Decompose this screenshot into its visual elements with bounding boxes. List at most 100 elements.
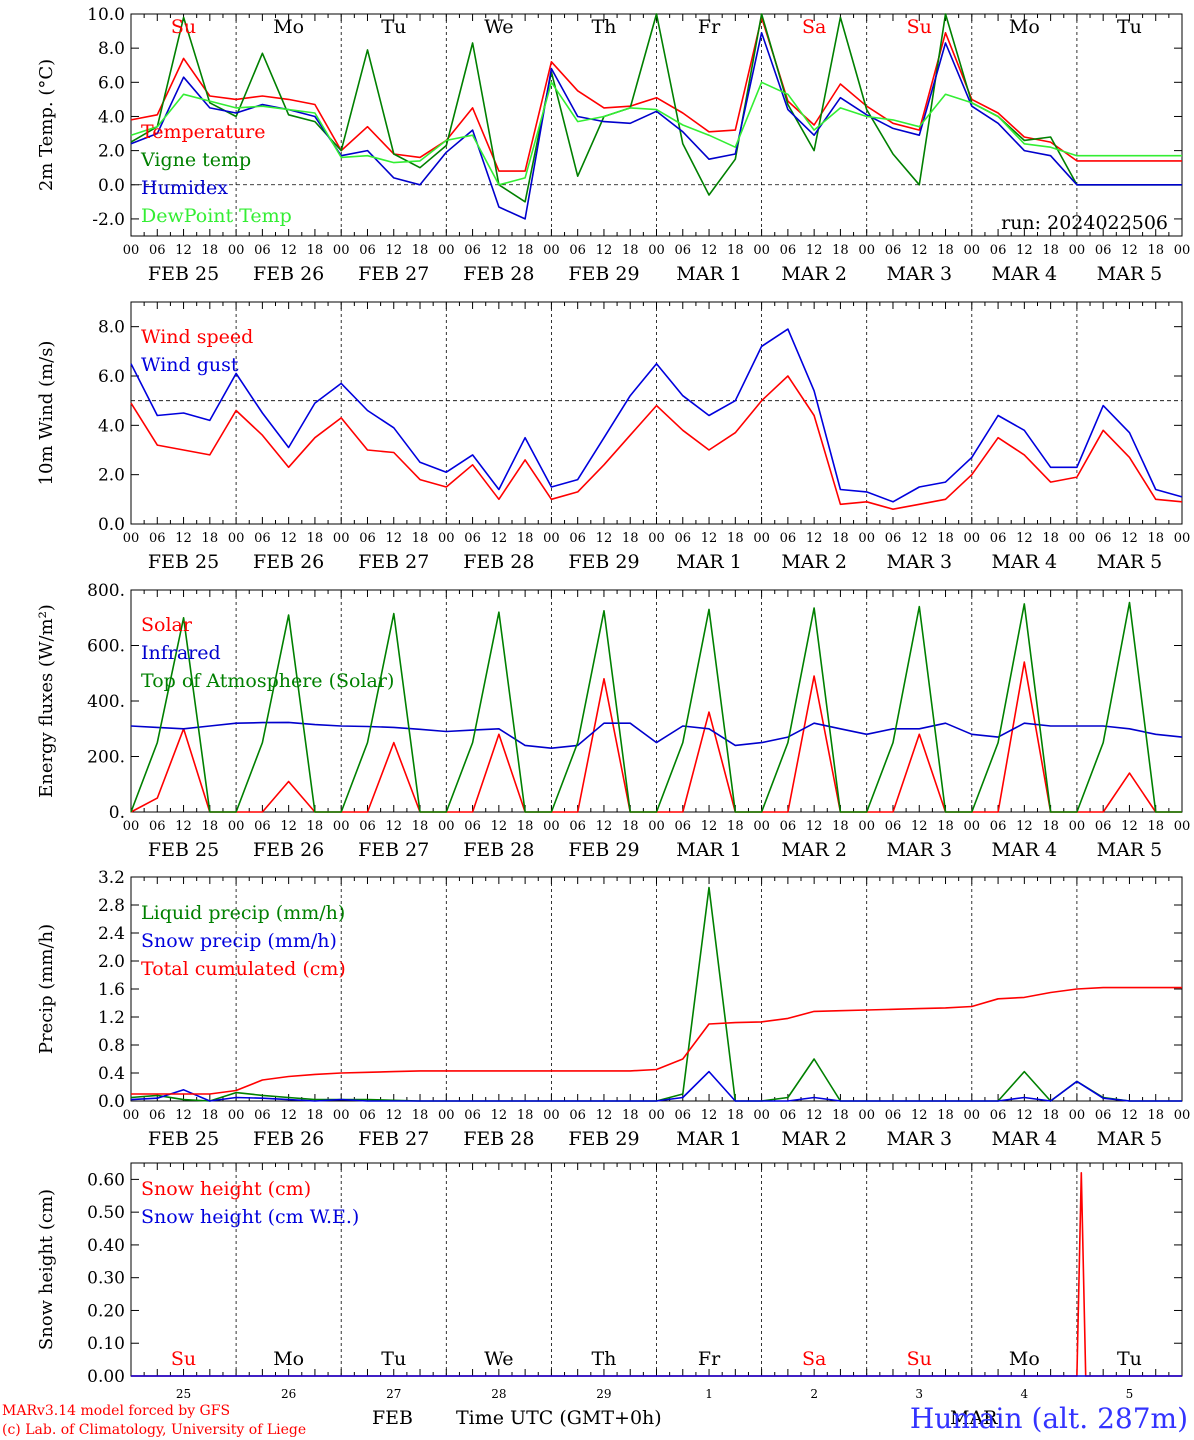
day-name-label: Mo	[1009, 1348, 1040, 1370]
hour-tick-label: 18	[832, 1108, 849, 1123]
hour-tick-label: 06	[359, 243, 376, 258]
hour-tick-label: 06	[885, 819, 902, 834]
hour-tick-label: 18	[832, 819, 849, 834]
legend-entry: Total cumulated (cm)	[141, 958, 346, 980]
date-label: FEB 25	[148, 839, 219, 861]
day-name-label: Fr	[698, 16, 721, 38]
hour-tick-label: 12	[491, 531, 508, 546]
day-number-label: 27	[386, 1387, 401, 1401]
y-tick-label: -2.0	[92, 210, 125, 230]
hour-tick-label: 12	[1016, 243, 1033, 258]
hour-tick-label: 12	[701, 1108, 718, 1123]
y-tick-label: 1.6	[98, 980, 125, 1000]
hour-tick-label: 12	[596, 243, 613, 258]
y-tick-label: 8.0	[98, 39, 125, 59]
hour-tick-label: 00	[438, 531, 455, 546]
hour-tick-label: 06	[1095, 243, 1112, 258]
hour-tick-label: 06	[1095, 819, 1112, 834]
hour-tick-label: 00	[543, 819, 560, 834]
hour-tick-label: 06	[569, 243, 586, 258]
hour-tick-label: 06	[254, 243, 271, 258]
y-tick-label: 4.0	[98, 107, 125, 127]
hour-tick-label: 00	[228, 531, 245, 546]
hour-tick-label: 06	[149, 531, 166, 546]
hour-tick-label: 12	[491, 1108, 508, 1123]
hour-tick-label: 06	[1095, 1108, 1112, 1123]
hour-tick-label: 12	[385, 819, 402, 834]
hour-tick-label: 00	[648, 531, 665, 546]
legend-entry: Snow precip (mm/h)	[141, 930, 337, 952]
legend-entry: Snow height (cm)	[141, 1178, 311, 1200]
hour-tick-label: 00	[1174, 243, 1191, 258]
y-tick-label: 0.0	[98, 176, 125, 196]
hour-tick-label: 00	[123, 531, 140, 546]
y-tick-label: 3.2	[98, 868, 125, 888]
hour-tick-label: 00	[333, 243, 350, 258]
hour-tick-label: 18	[622, 531, 639, 546]
day-name-label: Tu	[1117, 1348, 1142, 1370]
y-axis-label: Snow height (cm)	[36, 1189, 57, 1350]
hour-tick-label: 18	[937, 819, 954, 834]
date-label: FEB 26	[253, 551, 324, 573]
date-label: MAR 5	[1097, 263, 1163, 285]
legend-entry: Wind speed	[141, 326, 253, 348]
hour-tick-label: 06	[569, 819, 586, 834]
hour-tick-label: 18	[832, 243, 849, 258]
y-tick-label: 0.8	[98, 1036, 125, 1056]
day-name-label: Th	[591, 16, 616, 38]
series-line	[130, 81, 1182, 186]
y-tick-label: 4.0	[98, 416, 125, 436]
day-number-label: 4	[1021, 1387, 1029, 1401]
hour-tick-label: 12	[491, 243, 508, 258]
day-number-label: 25	[176, 1387, 191, 1401]
hour-tick-label: 18	[412, 531, 429, 546]
hour-tick-label: 18	[517, 243, 534, 258]
hour-tick-label: 18	[727, 243, 744, 258]
hour-tick-label: 12	[806, 243, 823, 258]
date-label: FEB 29	[568, 551, 639, 573]
hour-tick-label: 00	[753, 243, 770, 258]
date-label: MAR 2	[781, 839, 847, 861]
hour-tick-label: 06	[359, 531, 376, 546]
hour-tick-label: 18	[1147, 243, 1164, 258]
hour-tick-label: 00	[858, 531, 875, 546]
series-line	[130, 13, 1182, 203]
hour-tick-label: 06	[675, 531, 692, 546]
hour-tick-label: 06	[149, 243, 166, 258]
hour-tick-label: 00	[1174, 531, 1191, 546]
hour-tick-label: 00	[1069, 819, 1086, 834]
hour-tick-label: 06	[990, 243, 1007, 258]
day-name-label: Tu	[381, 16, 406, 38]
y-tick-label: 2.0	[98, 952, 125, 972]
hour-tick-label: 00	[228, 819, 245, 834]
date-label: FEB 26	[253, 839, 324, 861]
hour-tick-label: 18	[937, 531, 954, 546]
hour-tick-label: 06	[569, 531, 586, 546]
hour-tick-label: 06	[254, 819, 271, 834]
y-axis-label: 10m Wind (m/s)	[36, 341, 57, 486]
y-tick-label: 1.2	[98, 1008, 125, 1028]
hour-tick-label: 00	[123, 243, 140, 258]
hour-tick-label: 06	[780, 531, 797, 546]
date-label: MAR 3	[886, 1128, 952, 1150]
date-label: MAR 5	[1097, 839, 1163, 861]
hour-tick-label: 12	[806, 531, 823, 546]
hour-tick-label: 06	[1095, 531, 1112, 546]
hour-tick-label: 06	[464, 531, 481, 546]
y-tick-label: 8.0	[98, 318, 125, 338]
hour-tick-label: 00	[648, 1108, 665, 1123]
credit-model: MARv3.14 model forced by GFS	[2, 1403, 230, 1419]
credit-lab: (c) Lab. of Climatology, University of L…	[2, 1422, 306, 1438]
y-tick-label: 800.	[87, 581, 125, 601]
hour-tick-label: 18	[517, 1108, 534, 1123]
legend-entry: Liquid precip (mm/h)	[141, 902, 345, 924]
date-label: FEB 26	[253, 1128, 324, 1150]
hour-tick-label: 00	[543, 531, 560, 546]
hour-tick-label: 06	[885, 1108, 902, 1123]
day-name-label: Mo	[1009, 16, 1040, 38]
hour-tick-label: 00	[123, 1108, 140, 1123]
hour-tick-label: 12	[806, 1108, 823, 1123]
y-axis-label: Precip (mm/h)	[36, 924, 57, 1054]
hour-tick-label: 00	[1069, 531, 1086, 546]
date-label: MAR 5	[1097, 551, 1163, 573]
